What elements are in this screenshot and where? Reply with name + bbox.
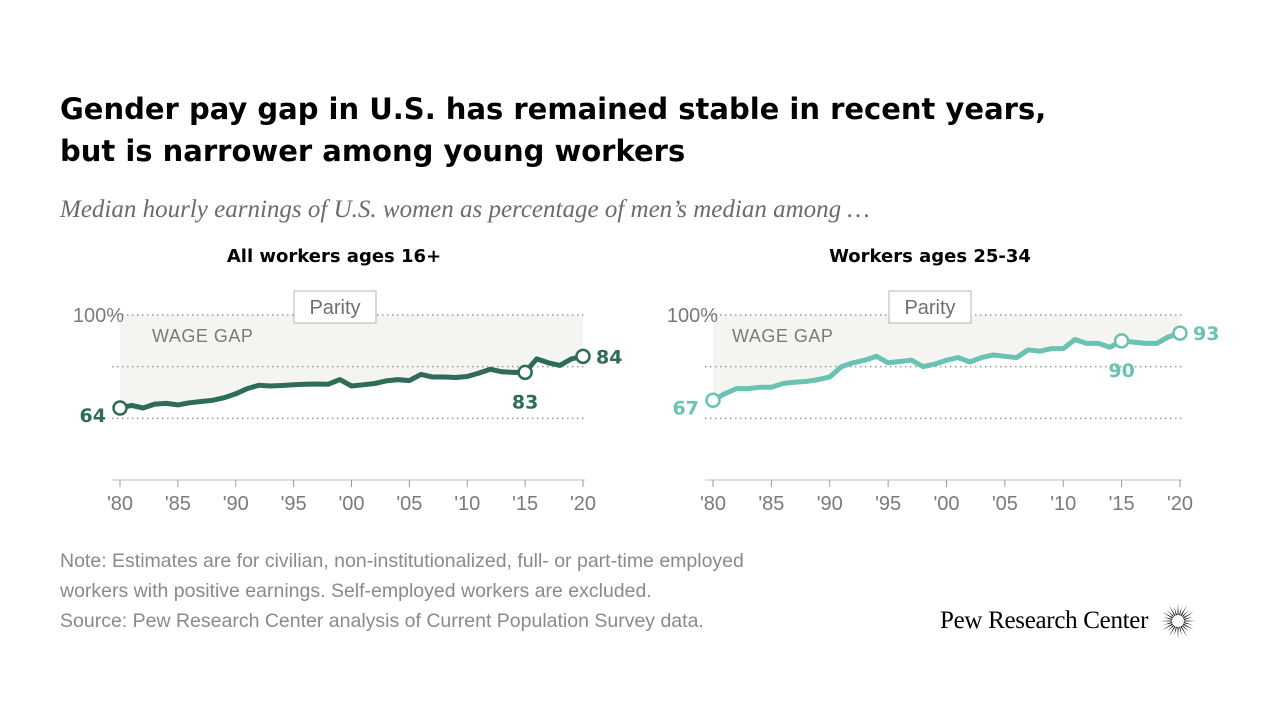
chart-title: Gender pay gap in U.S. has remained stab…: [60, 88, 1060, 172]
x-tick-label: '20: [1167, 493, 1193, 515]
data-label: 84: [596, 346, 622, 368]
x-tick-label: '00: [338, 493, 364, 515]
x-tick-label: '10: [1050, 493, 1076, 515]
y-axis-label: 100%: [667, 305, 718, 327]
chart-panel-2: Workers ages 25-34 100% Parity WAGE GAP '80 '…: [667, 246, 1220, 515]
wage-gap-label: WAGE GAP: [152, 326, 253, 346]
highlight-point: [1172, 325, 1188, 341]
x-tick-label: '80: [107, 493, 133, 515]
x-tick-label: '20: [570, 493, 596, 515]
panel-title: All workers ages 16+: [227, 246, 441, 267]
title-line-1: Gender pay gap in U.S. has remained stab…: [60, 92, 1047, 126]
highlight-point: [705, 392, 721, 408]
x-tick-label: '15: [512, 493, 538, 515]
y-axis-label: 100%: [73, 305, 124, 327]
chart-panel-1: All workers ages 16+ 100% Parity WAGE GAP '8…: [73, 246, 623, 515]
series-line: [117, 353, 586, 411]
x-tick-label: '90: [817, 493, 843, 515]
x-tick-label: '85: [758, 493, 784, 515]
wage-gap-band: [120, 315, 583, 408]
note-line-1: Note: Estimates are for civilian, non-in…: [60, 550, 744, 572]
parity-label: Parity: [309, 297, 360, 319]
x-tick-label: '80: [700, 493, 726, 515]
highlight-point: [575, 348, 591, 365]
note-line-2: workers with positive earnings. Self-emp…: [60, 580, 652, 602]
series-line: [710, 330, 1183, 403]
parity-box: [888, 290, 972, 324]
data-label: 83: [512, 391, 538, 413]
data-label: 64: [80, 405, 106, 427]
source-line: Source: Pew Research Center analysis of …: [60, 610, 704, 632]
x-tick-label: '10: [454, 493, 480, 515]
parity-box: [293, 290, 377, 324]
x-tick-label: '85: [165, 493, 191, 515]
highlight-point: [517, 364, 533, 381]
x-tick-label: '15: [1109, 493, 1135, 515]
highlight-point: [1113, 333, 1130, 349]
x-tick-label: '95: [281, 493, 307, 515]
data-label: 93: [1193, 323, 1219, 345]
x-tick-label: '95: [875, 493, 901, 515]
title-line-2: but is narrower among young workers: [60, 134, 686, 168]
x-tick-label: '90: [223, 493, 249, 515]
panel-title: Workers ages 25-34: [829, 246, 1031, 267]
sunburst-logo-icon: [1160, 603, 1197, 639]
highlight-point: [112, 400, 128, 416]
logo-text: Pew Research Center: [940, 607, 1149, 634]
x-tick-label: '05: [992, 493, 1018, 515]
wage-gap-label: WAGE GAP: [732, 326, 833, 346]
notes: Note: Estimates are for civilian, non-in…: [60, 546, 920, 636]
data-label: 90: [1108, 360, 1134, 382]
x-tick-label: '00: [933, 493, 959, 515]
chart-subtitle: Median hourly earnings of U.S. women as …: [60, 196, 870, 223]
wage-gap-band: [713, 315, 1180, 401]
data-label: 67: [673, 397, 699, 419]
x-tick-label: '05: [396, 493, 422, 515]
pew-logo: Pew Research Center: [940, 600, 1198, 642]
parity-label: Parity: [904, 297, 955, 319]
